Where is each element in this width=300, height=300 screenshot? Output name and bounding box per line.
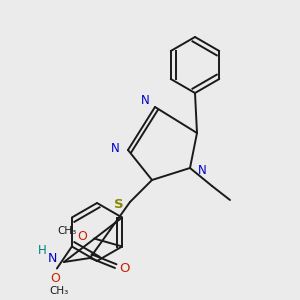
Text: H: H: [38, 244, 46, 257]
Text: N: N: [198, 164, 207, 176]
Text: N: N: [47, 253, 57, 266]
Text: N: N: [141, 94, 150, 106]
Text: CH₃: CH₃: [58, 226, 77, 236]
Text: O: O: [77, 230, 87, 243]
Text: S: S: [114, 199, 124, 212]
Text: CH₃: CH₃: [49, 286, 68, 296]
Text: O: O: [50, 272, 60, 285]
Text: O: O: [120, 262, 130, 275]
Text: N: N: [111, 142, 120, 154]
